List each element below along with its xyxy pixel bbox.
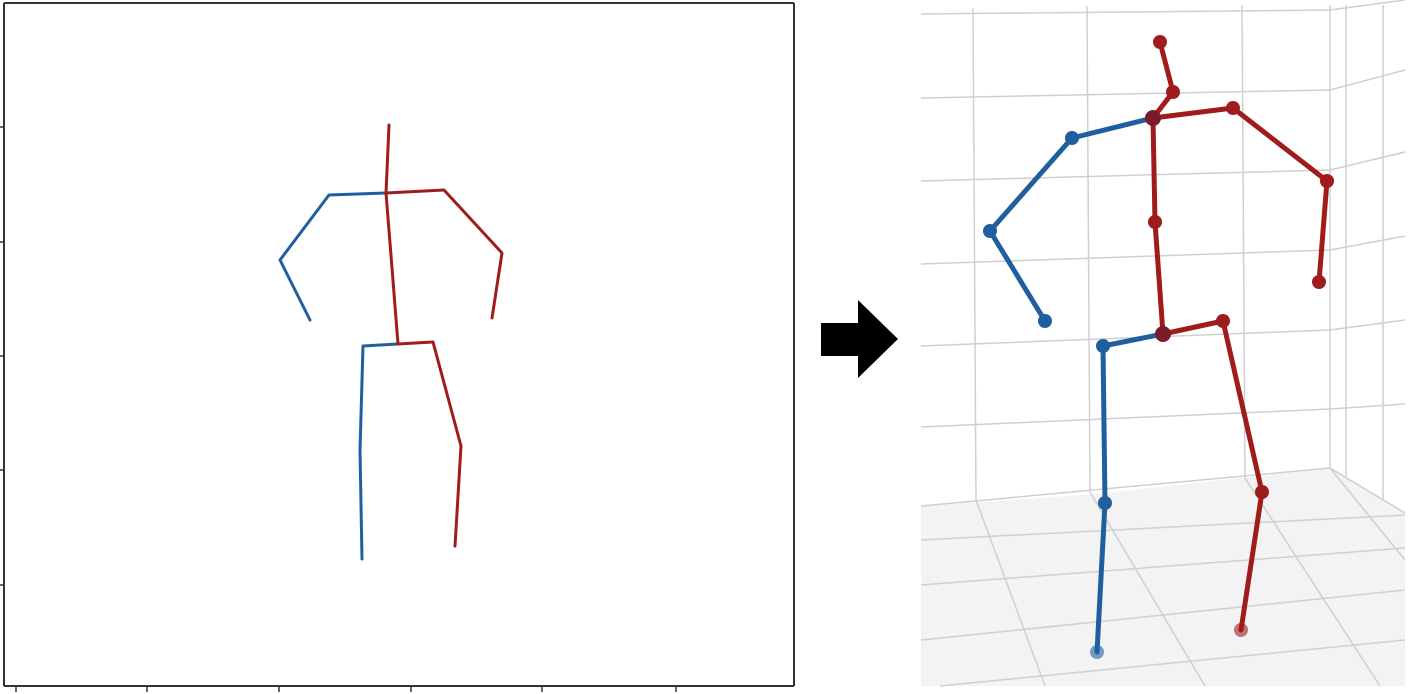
joint-head [1153, 35, 1167, 49]
left-leg-3d [1094, 331, 1166, 655]
pose-2d-panel [0, 0, 795, 692]
joint-left-knee [1098, 496, 1112, 510]
axes-frame [3, 2, 795, 687]
joint-right-ankle [1234, 623, 1248, 637]
head-neck-3d [1150, 39, 1176, 121]
side-wall-grid [1329, 0, 1406, 514]
joint-left-hip [1096, 339, 1110, 353]
right-arm-2d [384, 188, 504, 320]
skeleton-2d [278, 123, 504, 561]
joint-thorax [1145, 110, 1161, 126]
right-leg-3d [1160, 318, 1265, 633]
floor-plane [921, 468, 1405, 686]
joint-left-elbow [983, 224, 997, 238]
floor-grid [920, 467, 1406, 687]
right-leg-2d [396, 340, 463, 548]
back-wall-grid [920, 4, 1331, 507]
spine-2d [384, 123, 400, 346]
left-arm-2d [278, 191, 388, 322]
joint-neck [1166, 85, 1180, 99]
right-arrow-icon [821, 300, 898, 378]
joint-left-ankle [1090, 645, 1104, 659]
joints-3d [983, 35, 1334, 659]
joint-right-wrist [1312, 275, 1326, 289]
joint-right-elbow [1320, 174, 1334, 188]
y-axis-ticks [0, 126, 4, 586]
joint-right-hip [1216, 314, 1230, 328]
skeleton-3d [987, 39, 1330, 655]
x-axis-ticks [15, 686, 677, 692]
pose-3d-panel [920, 0, 1406, 687]
joint-left-shoulder [1065, 131, 1079, 145]
left-arm-3d [987, 115, 1156, 324]
joint-right-knee [1255, 485, 1269, 499]
joint-right-shoulder [1226, 101, 1240, 115]
joint-spine [1148, 215, 1162, 229]
joint-pelvis [1155, 326, 1171, 342]
right-arm-3d [1150, 105, 1330, 285]
joint-left-wrist [1038, 314, 1052, 328]
left-leg-2d [358, 342, 400, 561]
